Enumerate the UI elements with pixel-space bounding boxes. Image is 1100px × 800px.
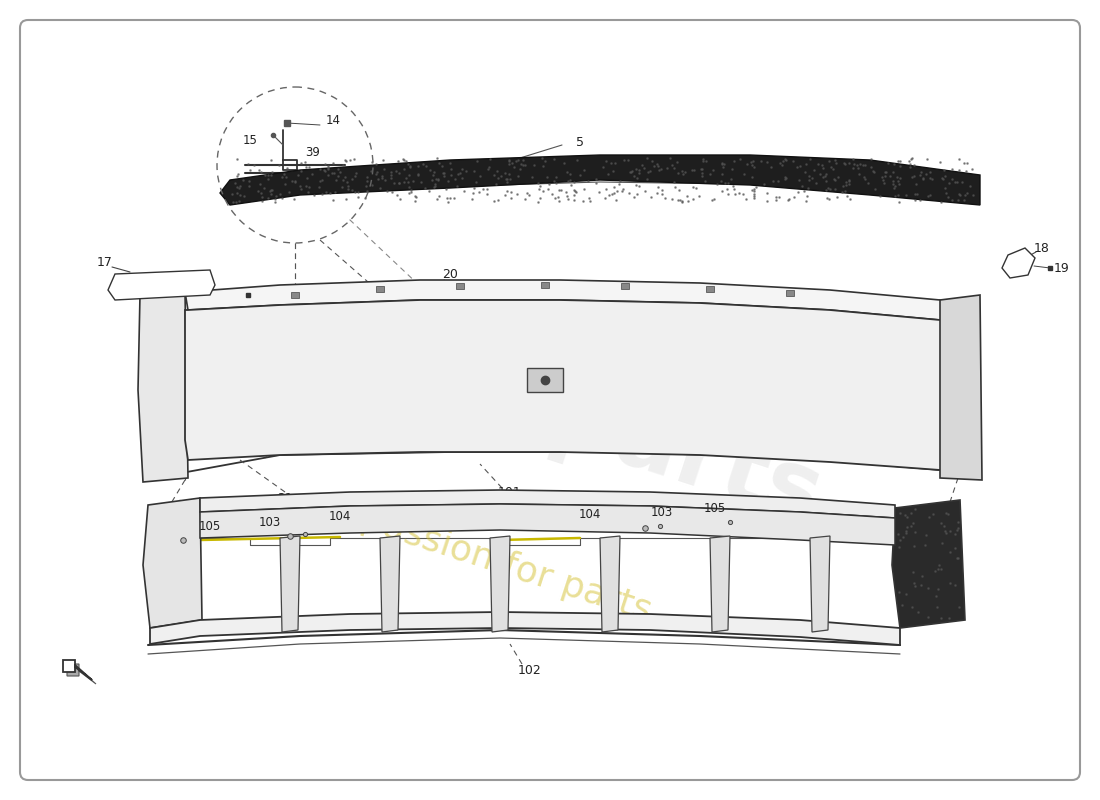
Bar: [621, 283, 629, 289]
Polygon shape: [108, 270, 214, 300]
Polygon shape: [63, 660, 92, 680]
Bar: [292, 292, 299, 298]
Polygon shape: [940, 295, 982, 480]
Text: 101: 101: [498, 486, 521, 498]
Polygon shape: [200, 490, 895, 518]
Text: 17: 17: [97, 257, 113, 270]
Polygon shape: [1002, 248, 1035, 278]
Text: 104: 104: [579, 507, 602, 521]
Polygon shape: [185, 280, 960, 320]
Text: europarts: europarts: [308, 295, 833, 545]
Text: 21: 21: [277, 491, 293, 505]
Polygon shape: [67, 664, 96, 684]
Text: 18: 18: [1034, 242, 1049, 254]
Polygon shape: [143, 498, 202, 628]
Polygon shape: [892, 500, 965, 628]
Bar: [541, 282, 549, 288]
Polygon shape: [280, 536, 300, 632]
Polygon shape: [220, 155, 980, 205]
Polygon shape: [810, 536, 830, 632]
Text: 40: 40: [316, 185, 330, 198]
Text: 14: 14: [326, 114, 341, 127]
FancyBboxPatch shape: [20, 20, 1080, 780]
Polygon shape: [600, 536, 620, 632]
Text: 20: 20: [442, 269, 458, 282]
Bar: [527, 368, 563, 392]
Polygon shape: [138, 292, 188, 482]
Text: since 1985: since 1985: [685, 328, 955, 452]
Polygon shape: [200, 504, 895, 545]
Text: 103: 103: [651, 506, 673, 519]
Text: 102: 102: [518, 663, 542, 677]
Bar: [376, 286, 384, 292]
Text: a passion for parts: a passion for parts: [324, 492, 656, 628]
Text: 105: 105: [704, 502, 726, 514]
Text: 105: 105: [199, 519, 221, 533]
Text: 15: 15: [243, 134, 257, 146]
Text: 104: 104: [329, 510, 351, 522]
Text: 19: 19: [1054, 262, 1070, 274]
Polygon shape: [490, 536, 510, 632]
Text: 19: 19: [262, 302, 278, 314]
Polygon shape: [150, 612, 900, 645]
Polygon shape: [185, 300, 958, 478]
Polygon shape: [710, 536, 730, 632]
Bar: [706, 286, 714, 292]
Bar: [456, 283, 464, 289]
Polygon shape: [379, 536, 400, 632]
Text: 39: 39: [306, 146, 320, 159]
Bar: [786, 290, 794, 296]
Text: 5: 5: [576, 137, 584, 150]
Text: 103: 103: [258, 515, 282, 529]
